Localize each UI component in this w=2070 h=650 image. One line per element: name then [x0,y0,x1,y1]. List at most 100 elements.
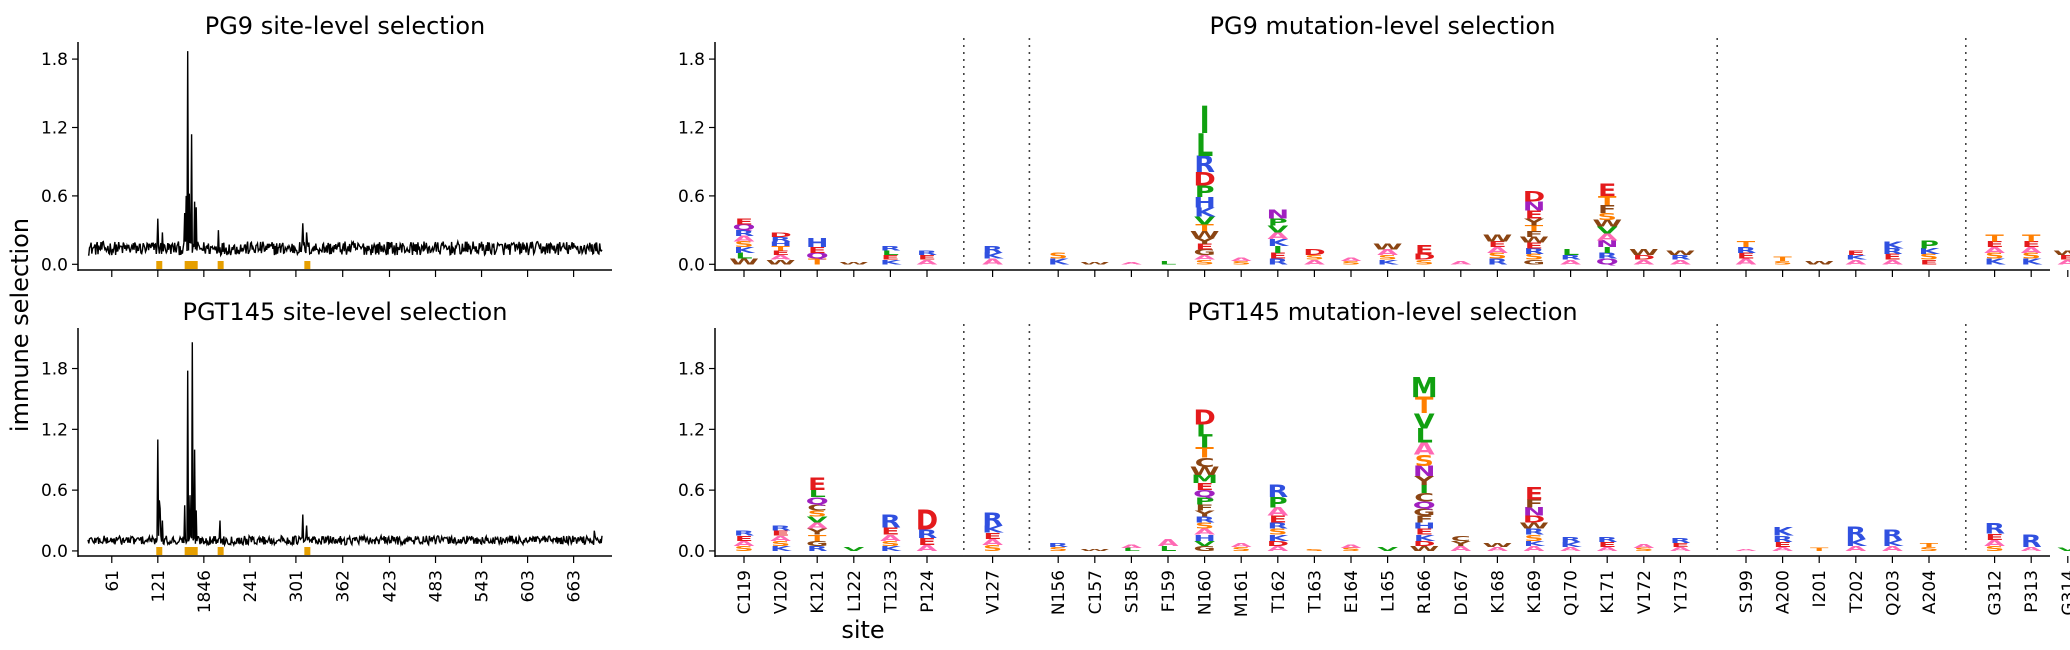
pgt145-site-x-tick-label: 423 [380,570,400,602]
pg9-logo-letter: R [982,244,1003,255]
pgt145-logo-letter: Y [1193,509,1215,519]
pg9-logo-letter: A [1304,259,1326,266]
pgt145-logo-site-label: T162 [1269,570,1289,614]
pgt145-logo-letter: E [1671,542,1689,549]
pg9-logo-letter: F [1598,203,1616,216]
pg9-logo-letter: V [1267,224,1288,235]
pg9-site-y-tick-label: 0.0 [41,255,68,275]
pgt145-logo-letter: F [1415,513,1433,524]
pgt145-logo-letter: A [1450,545,1472,553]
pgt145-logo-letter: E [1195,481,1213,492]
pgt145-logo-site-label: P313 [2022,570,2042,613]
pg9-logo-letter: D [1633,254,1655,261]
pgt145-logo-letter: S [1524,533,1543,543]
pg9-logo-letter: V [1597,225,1618,236]
pg9-site-highlight-bar [184,261,198,269]
pg9-logo-letter: W [1373,242,1403,251]
pg9-logo-letter: T [1773,255,1792,262]
pgt145-logo-letter: V [1414,409,1435,433]
pgt145-logo-letter: R [1560,535,1581,543]
pgt145-logo-letter: R [880,512,901,532]
pg9-logo-letter: E [771,249,789,256]
pgt145-site-x-tick-label: 483 [427,570,447,602]
pgt145-logo-letter: E [1985,532,2003,542]
pgt145-logo-letter: Q [806,495,829,506]
pg9-logo-letter: Q [1596,257,1619,266]
pg9-logo-letter: A [1597,232,1618,243]
pg9-logo-letter: A [770,254,792,261]
pgt145-site-y-tick-label: 0.0 [41,542,68,562]
pg9-logo-letter: A [1736,257,1758,266]
pgt145-logo-letter: A [807,521,829,531]
pgt145-logo-site-label: C119 [735,570,755,614]
pg9-logo-letter: S [1048,252,1067,261]
pgt145-logo-site-label: T163 [1305,570,1325,614]
pgt145-logo-letter: F [1525,497,1543,510]
pg9-logo-letter: A [2021,246,2043,255]
pgt145-logo-site-label: R166 [1415,570,1435,614]
pgt145-logo-site-label: E164 [1342,570,1362,613]
pgt145-logo-site-label: M161 [1232,570,1252,617]
y-axis-label: immune selection [6,218,34,432]
pgt145-logo-letter: S [1919,546,1938,553]
pgt145-logo-letter: G [1413,506,1435,517]
pgt145-logo-site-label: I201 [1810,570,1830,607]
pg9-logo-letter: T [1985,233,2004,244]
pgt145-logo-letter: K [1882,538,1905,548]
pg9-logo-letter: S [1597,211,1616,222]
pg9-logo-letter: P [1195,184,1215,202]
pgt145-logo-site-label: S199 [1737,570,1757,613]
pgt145-logo-letter: S [1634,547,1653,552]
pg9-logo-letter: F [1525,230,1543,239]
pg9-logo-letter: W [1804,260,1834,266]
pgt145-logo-letter: P [1268,495,1288,511]
pg9-logo-letter: T [2022,233,2041,244]
pg9-logo-letter: T [1737,240,1756,249]
pgt145-logo-letter: Q [1193,488,1216,499]
pg9-logo-letter: D [769,231,791,238]
pgt145-logo-letter: W [1409,545,1439,553]
pg9-logo-letter: I [1602,246,1612,255]
pg9-logo-letter: A [917,259,939,266]
pgt145-site-highlight-bar [304,547,311,555]
pgt145-logo-letter: V [2057,547,2070,552]
pg9-logo-letter: E [1525,241,1543,250]
pgt145-logo-letter: C [1414,491,1434,504]
pg9-logo-letter: A [1845,259,1867,266]
pgt145-logo-letter: A [1772,546,1793,553]
pgt145-logo-letter: M [1411,373,1438,404]
pgt145-logo-letter: K [1772,526,1794,539]
pgt145-logo-site-label: L165 [1379,570,1399,612]
pgt145-logo-letter: S [1048,546,1067,553]
pg9-logo-letter: K [1919,247,1941,256]
pgt145-site-x-tick-label: 1846 [195,570,215,613]
pgt145-logo-site-label: Q170 [1562,570,1582,616]
pgt145-logo-letter: C [1195,455,1215,470]
pgt145-logo-letter: R [1267,482,1288,501]
pgt145-logo-letter: Y [1413,473,1435,488]
pgt145-logo-letter: E [918,536,936,547]
pg9-logo-letter: D [1413,253,1435,262]
pg9-logo-letter: D [1303,248,1325,257]
pgt145-logo-letter: A [1121,544,1142,549]
pgt145-logo-letter: A [880,533,902,543]
pg9-logo-letter: S [2021,252,2040,261]
pgt145-logo-letter: R [734,529,755,537]
pgt145-logo-letter: S [1231,546,1250,553]
pgt145-logo-letter: A [1341,544,1362,549]
pgt145-logo-letter: E [1525,484,1543,503]
pgt145-logo-letter: G [1194,545,1216,553]
pg9-logo-letter: P [1268,217,1288,228]
pg9-logo-letter: G [1523,259,1545,266]
pg9-logo-letter: W [839,261,869,265]
pgt145-logo-letter: A [1633,543,1654,550]
pgt145-logo-site-label: Q203 [1883,570,1903,616]
pg9-logo-letter: A [1670,259,1692,266]
pgt145-site-y-tick-label: 0.6 [41,481,68,501]
pg9-logo-letter: K [734,246,756,255]
pg9-logo-letter: T [771,245,790,252]
pgt145-logo-letter: K [1560,541,1582,549]
pgt145-logo-letter: D [1523,513,1545,524]
pgt145-logo-letter: R [1984,521,2005,537]
